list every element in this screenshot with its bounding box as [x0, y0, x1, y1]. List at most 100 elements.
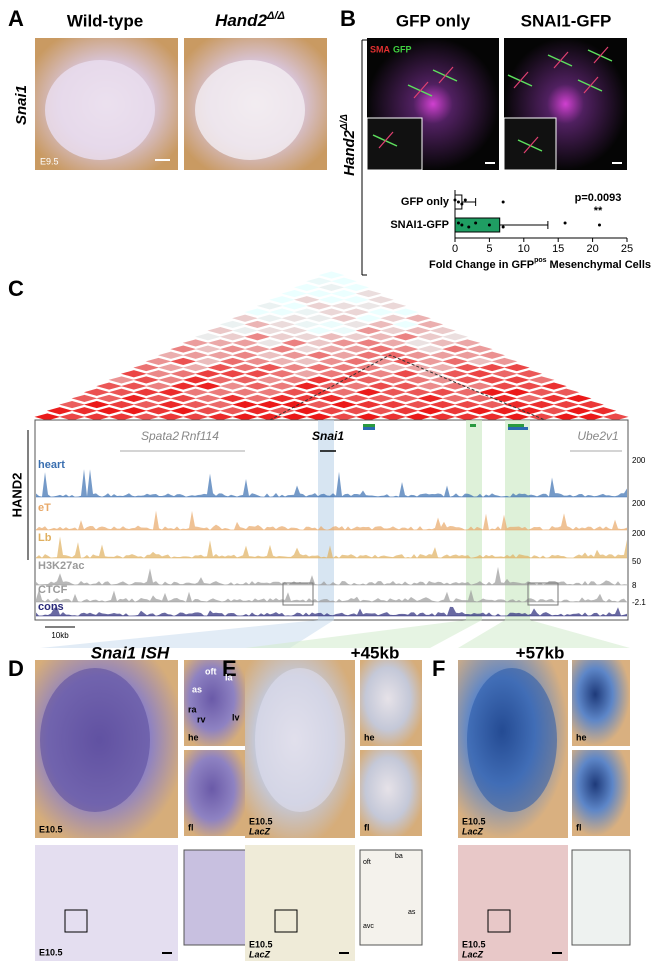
x-tick-label: 20	[586, 243, 598, 255]
contact-cell	[306, 277, 332, 285]
contact-cell	[565, 407, 592, 415]
contact-cell	[256, 388, 283, 396]
contact-cell	[293, 394, 320, 402]
contact-cell	[578, 413, 604, 421]
contact-cell	[565, 394, 592, 402]
contact-cell	[195, 394, 221, 402]
element	[508, 427, 528, 430]
contact-cell	[578, 401, 604, 409]
contact-cell	[355, 339, 382, 347]
fl-label: fl	[576, 822, 582, 832]
cell	[583, 76, 599, 94]
contact-cell	[256, 302, 283, 310]
he-label: he	[576, 732, 587, 742]
label-end: Mesenchymal Cells	[550, 259, 652, 271]
contact-cell	[269, 296, 295, 304]
stage-label: E10.5	[249, 939, 273, 949]
zoom-box	[274, 909, 298, 933]
heart-image	[184, 660, 246, 746]
contact-cell	[219, 333, 246, 341]
contact-cell	[528, 388, 555, 396]
projection	[245, 620, 482, 648]
contact-cell	[442, 345, 468, 353]
fl-label: fl	[364, 822, 370, 832]
contact-cell	[120, 394, 147, 402]
contact-cell	[158, 364, 184, 372]
contact-cell	[343, 320, 370, 328]
contact-cell	[170, 382, 197, 390]
contact-cell	[170, 345, 197, 353]
contact-cell	[503, 413, 530, 421]
contact-cell	[306, 413, 332, 421]
contact-cell	[503, 376, 530, 384]
contact-cell	[417, 370, 444, 378]
contact-cell	[602, 413, 629, 421]
contact-cell	[244, 357, 271, 365]
heart-label: oft	[205, 666, 217, 676]
contact-cell	[306, 290, 332, 298]
contact-cell	[516, 394, 543, 402]
contact-cell	[306, 351, 332, 359]
reporter-label: LacZ	[249, 949, 271, 959]
cell	[513, 71, 529, 89]
contact-cell	[343, 407, 370, 415]
cell	[523, 136, 539, 154]
contact-cell	[442, 357, 468, 365]
contact-cell	[306, 302, 332, 310]
label-main: Fold Change in GFP	[429, 259, 534, 271]
heart-label: ra	[188, 704, 198, 714]
contact-cell	[528, 413, 555, 421]
contact-cell	[207, 351, 234, 359]
contact-cell	[466, 357, 493, 365]
contact-cell	[355, 376, 382, 384]
section-image	[245, 845, 355, 961]
contact-cell	[306, 327, 332, 335]
contact-cell	[108, 388, 135, 396]
contact-cell	[355, 290, 382, 298]
ctcf-arrow	[527, 582, 559, 606]
contact-cell	[244, 333, 271, 341]
contact-cell	[145, 370, 172, 378]
contact-cell	[96, 407, 122, 415]
contact-cell	[281, 314, 308, 322]
embryo	[467, 668, 557, 812]
contact-cell	[244, 308, 271, 316]
contact-cell	[405, 364, 431, 372]
inset-label: as	[408, 909, 416, 916]
row-label: Hand2Δ/Δ	[339, 114, 358, 176]
contact-cell	[380, 401, 407, 409]
contact-cell	[207, 388, 234, 396]
contact-cell	[306, 364, 332, 372]
stain-label: SMA	[370, 44, 391, 54]
inset-image	[367, 118, 422, 170]
label-main: Hand2	[215, 11, 268, 30]
cell	[553, 51, 569, 69]
contact-cell	[368, 345, 394, 353]
contact-cell	[466, 382, 493, 390]
contact-cell	[417, 394, 444, 402]
contact-cell	[355, 388, 382, 396]
contact-cell	[170, 357, 197, 365]
row-label: Snai1	[13, 85, 30, 125]
contact-cell	[392, 308, 419, 316]
contact-cell	[331, 364, 357, 372]
contact-cell	[417, 333, 444, 341]
x-tick-label: 5	[486, 243, 492, 255]
contact-cell	[331, 302, 357, 310]
contact-cell	[405, 376, 431, 384]
contact-cell	[417, 320, 444, 328]
data-point	[501, 200, 505, 204]
contact-cell	[516, 382, 543, 390]
contact-cell	[293, 296, 320, 304]
contact-cell	[256, 327, 283, 335]
contact-cell	[244, 394, 271, 402]
contact-cell	[331, 314, 357, 322]
contact-cell	[553, 388, 580, 396]
contact-cell	[145, 394, 172, 402]
contact-cell	[380, 364, 407, 372]
zoom-box	[64, 909, 88, 933]
x-axis-label: Fold Change in GFPpos Mesenchymal Cells	[429, 257, 651, 271]
panel-letter: F	[432, 656, 445, 681]
contact-cell	[491, 370, 518, 378]
contact-cell	[219, 345, 246, 353]
